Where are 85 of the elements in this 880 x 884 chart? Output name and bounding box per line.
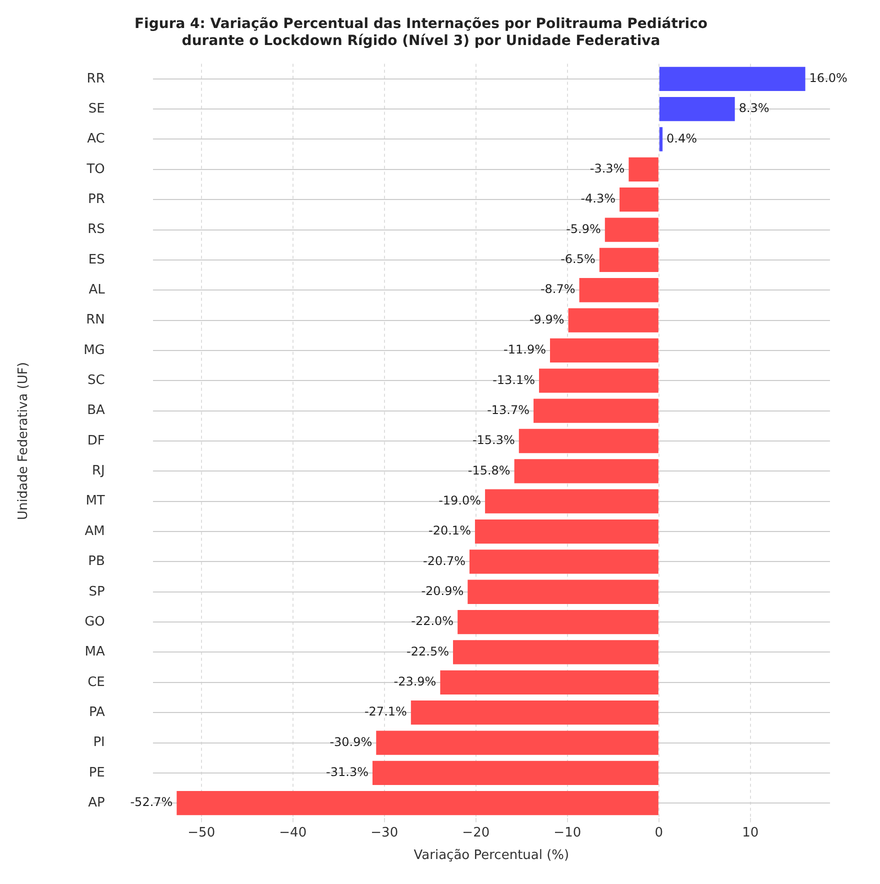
bar bbox=[458, 610, 658, 634]
y-tick-label: RJ bbox=[92, 464, 105, 479]
bar bbox=[372, 760, 658, 786]
data-label: -20.9% bbox=[421, 584, 464, 598]
y-tick-label: SC bbox=[88, 373, 105, 388]
bar bbox=[518, 428, 658, 454]
y-tick-label: BA bbox=[87, 403, 105, 418]
data-label: -3.3% bbox=[590, 162, 625, 176]
y-tick-label: GO bbox=[84, 614, 105, 630]
data-label: -4.3% bbox=[580, 192, 616, 206]
data-label: -19.0% bbox=[438, 493, 482, 508]
bar bbox=[474, 519, 658, 544]
y-tick-label: PI bbox=[93, 735, 105, 750]
bar bbox=[599, 248, 658, 272]
y-tick-label: SE bbox=[88, 101, 105, 116]
data-label: -13.7% bbox=[487, 402, 530, 417]
bar bbox=[620, 188, 658, 212]
bar bbox=[176, 791, 658, 816]
bar bbox=[539, 368, 658, 393]
y-tick-label: ES bbox=[88, 252, 105, 268]
bar bbox=[604, 218, 658, 242]
y-tick-label: PB bbox=[88, 554, 105, 570]
chart-title: Figura 4: Variação Percentual das Internações por Politrauma Pediátrico durante o Lockdown Rígido (Nível 3) por Unidade Federativa bbox=[134, 16, 708, 50]
x-tick-label: −20 bbox=[462, 825, 490, 840]
data-label: -30.9% bbox=[330, 734, 372, 749]
bar bbox=[628, 157, 658, 182]
data-label: -8.7% bbox=[540, 282, 576, 296]
data-label: -9.9% bbox=[529, 312, 564, 326]
data-label: -31.3% bbox=[326, 765, 368, 780]
y-tick-label: MA bbox=[84, 644, 105, 660]
y-tick-label: AC bbox=[87, 132, 105, 147]
y-tick-label: PE bbox=[88, 765, 105, 780]
data-label: 16.0% bbox=[809, 71, 848, 86]
data-label: -13.1% bbox=[492, 372, 536, 387]
bar bbox=[376, 730, 658, 755]
y-tick-label: RN bbox=[86, 312, 105, 328]
bar bbox=[579, 278, 658, 302]
bar bbox=[485, 489, 658, 514]
data-label: -52.7% bbox=[130, 795, 173, 810]
x-tick-label: −30 bbox=[370, 825, 398, 840]
x-tick-label: −50 bbox=[188, 825, 216, 840]
bar bbox=[469, 550, 658, 574]
bar bbox=[568, 308, 658, 332]
data-label: -15.3% bbox=[472, 433, 515, 448]
data-label: -27.1% bbox=[364, 704, 407, 719]
data-label: -20.7% bbox=[423, 554, 466, 568]
y-tick-label: TO bbox=[86, 162, 105, 177]
bar bbox=[659, 66, 806, 91]
y-tick-label: AL bbox=[88, 282, 106, 298]
x-tick-label: 10 bbox=[742, 825, 759, 840]
data-label: 0.4% bbox=[666, 131, 698, 146]
y-tick-label: DF bbox=[87, 433, 105, 448]
data-label: -15.8% bbox=[468, 463, 510, 478]
x-tick-label: −40 bbox=[279, 825, 307, 840]
data-label: -5.9% bbox=[566, 222, 601, 236]
y-tick-label: AM bbox=[84, 524, 105, 539]
y-tick-label: AP bbox=[88, 795, 106, 810]
x-tick-label: 0 bbox=[654, 825, 664, 840]
data-label: -23.9% bbox=[394, 674, 436, 689]
bar bbox=[453, 640, 658, 664]
bar bbox=[410, 700, 658, 725]
data-label: -20.1% bbox=[428, 524, 471, 538]
bar bbox=[534, 398, 658, 423]
y-tick-label: SP bbox=[88, 584, 106, 600]
y-tick-label: MG bbox=[84, 342, 105, 358]
data-label: -11.9% bbox=[504, 342, 546, 357]
bar bbox=[514, 459, 658, 484]
bar bbox=[468, 580, 658, 604]
x-tick-label: −10 bbox=[554, 825, 582, 840]
y-tick-label: RS bbox=[88, 222, 105, 238]
data-label: -22.5% bbox=[406, 644, 450, 658]
y-axis-title: Unidade Federativa (UF) bbox=[16, 362, 32, 520]
bar bbox=[659, 96, 735, 122]
x-axis-title: Variação Percentual (%) bbox=[414, 848, 570, 863]
data-label: 8.3% bbox=[738, 101, 770, 116]
y-tick-label: PR bbox=[88, 192, 105, 207]
y-tick-label: RR bbox=[86, 71, 105, 86]
y-tick-label: MT bbox=[86, 494, 105, 509]
y-tick-label: PA bbox=[88, 704, 105, 720]
bar bbox=[550, 338, 658, 363]
bar bbox=[440, 670, 658, 694]
data-label: -6.5% bbox=[560, 252, 596, 266]
bar bbox=[659, 127, 663, 152]
data-label: -22.0% bbox=[411, 614, 454, 628]
y-tick-label: CE bbox=[88, 674, 105, 690]
